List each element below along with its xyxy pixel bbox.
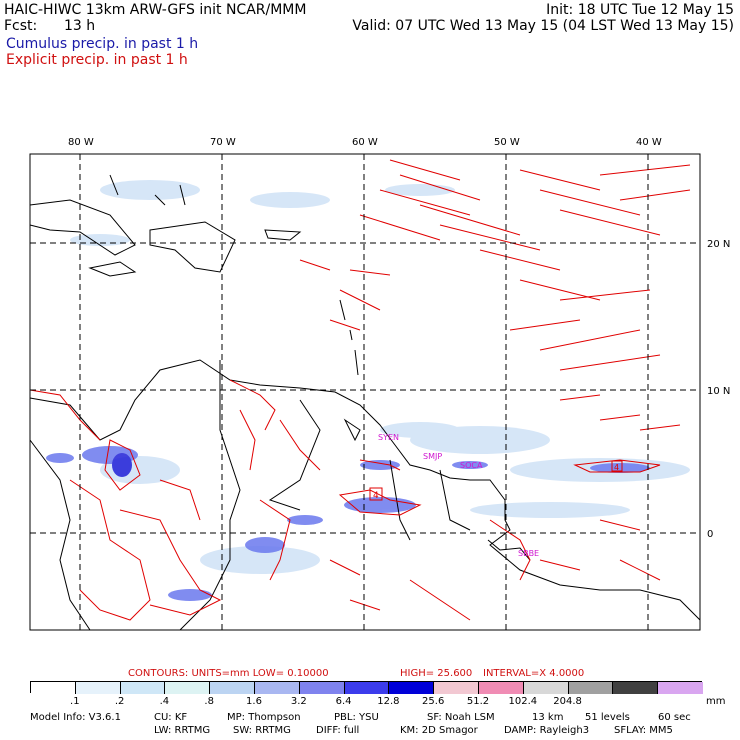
forecast-hours: 13 h [64,18,96,34]
colorbar-cell [31,682,76,694]
model-info-sw: SW: RRTMG [233,725,291,736]
model-info-diff: DIFF: full [316,725,360,736]
station-syen: SYEN [378,433,399,442]
colorbar-unit: mm [706,696,726,707]
colorbar-tick-label: 25.6 [422,696,445,707]
model-info-cu: CU: KF [154,712,188,723]
model-info-mp: MP: Thompson [227,712,301,723]
model-info-version: Model Info: V3.6.1 [30,712,121,723]
model-info-res: 13 km [532,712,564,723]
lat-label-10n: 10 N [707,386,730,397]
colorbar-cell [389,682,435,694]
coastlines [29,174,701,631]
colorbar-cell [210,682,255,694]
colorbar-tick-label: .2 [114,696,125,707]
init-time: Init: 18 UTC Tue 12 May 15 [546,2,734,18]
colorbar-cell [479,682,524,694]
model-info-sflay: SFLAY: MM5 [614,725,673,736]
contours-interval: INTERVAL=X 4.0000 [483,668,585,679]
colorbar-tick-label: 102.4 [508,696,538,707]
model-info-km: KM: 2D Smagor [400,725,478,736]
colorbar-cell [344,682,390,694]
colorbar-cell [523,682,569,694]
colorbar-tick-label: 6.4 [335,696,352,707]
colorbar-tick-label: 3.2 [290,696,307,707]
lon-label-60w: 60 W [352,137,378,148]
field-cumulus-title: Cumulus precip. in past 1 h [6,36,199,52]
colorbar-cell [165,682,211,694]
high-marker-label-2: 4 [614,463,619,472]
explicit-precip-contours [29,159,691,621]
lat-label-20n: 20 N [707,239,730,250]
station-sbbe: SBBE [518,549,539,558]
colorbar-tick-label: .4 [159,696,170,707]
colorbar-tick-label: 204.8 [553,696,582,707]
cumulus-precip-light [70,180,690,574]
station-smjp: SMJP [423,452,442,461]
station-soca: SOCA [460,461,483,470]
lon-label-40w: 40 W [636,137,662,148]
lon-label-70w: 70 W [210,137,236,148]
high-marker-label-1: 4 [373,491,379,501]
colorbar-cell [568,682,614,694]
colorbar-tick-label: .1 [70,696,80,707]
colorbar-labels: .1 .2 .4 .8 1.6 3.2 6.4 12.8 25.6 51.2 102.4 204.8 [0,696,740,708]
lat-label-0: 0 [707,529,713,540]
model-title: HAIC-HIWC 13km ARW-GFS init NCAR/MMM [4,2,307,18]
model-info-pbl: PBL: YSU [334,712,379,723]
contours-high: HIGH= 25.600 [400,668,473,679]
valid-time: Valid: 07 UTC Wed 13 May 15 (04 LST Wed … [352,18,734,34]
colorbar-cell [255,682,300,694]
lat-lon-grid [30,154,700,630]
colorbar-cell [120,682,166,694]
colorbar-cell [613,682,659,694]
colorbar-cell [299,682,345,694]
lon-label-80w: 80 W [68,137,94,148]
model-info-damp: DAMP: Rayleigh3 [504,725,590,736]
colorbar-tick-label: 12.8 [377,696,400,707]
contours-units: CONTOURS: UNITS=mm LOW= 0.10000 [128,668,329,679]
cumulus-precip-heavy [46,446,650,601]
high-marker-box-2 [611,460,623,472]
model-info-sf: SF: Noah LSM [427,712,495,723]
high-marker-box-1 [369,487,383,501]
colorbar-cell [75,682,121,694]
colorbar-cell [434,682,479,694]
field-explicit-title: Explicit precip. in past 1 h [6,52,188,68]
colorbar-tick-label: 1.6 [246,696,262,707]
colorbar-tick-label: .8 [204,696,214,707]
colorbar-cell [658,682,703,694]
precip-map: 80 W 70 W 60 W 50 W 40 W 20 N 10 N 0 [29,137,730,631]
map-frame [29,153,701,631]
lon-label-50w: 50 W [494,137,520,148]
model-info-lw: LW: RRTMG [154,725,211,736]
model-info-timestep: 60 sec [658,712,691,723]
model-info-levels: 51 levels [585,712,630,723]
forecast-label: Fcst: [4,18,38,34]
colorbar [30,681,703,694]
colorbar-tick-label: 51.2 [466,696,490,707]
